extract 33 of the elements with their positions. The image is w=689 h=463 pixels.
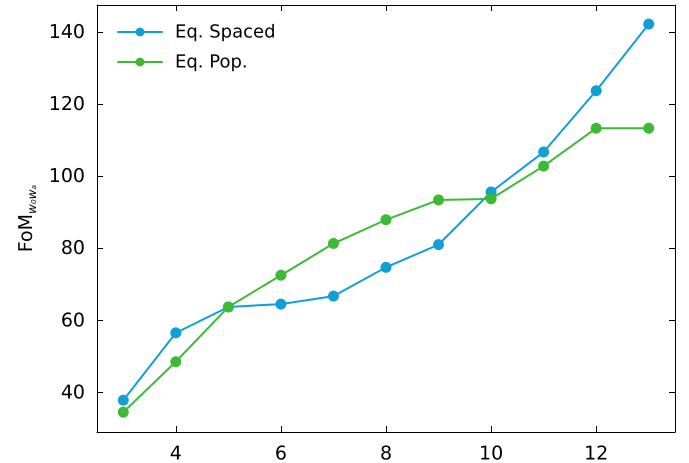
- point: [275, 298, 286, 310]
- point: [538, 160, 550, 172]
- point: [486, 193, 497, 204]
- point: [170, 356, 182, 368]
- legend-label: Eq. Pop.: [175, 52, 248, 72]
- legend-label: Eq. Spaced: [175, 22, 276, 42]
- point: [380, 214, 392, 226]
- point: [643, 122, 654, 134]
- point: [118, 394, 129, 406]
- y-tick-label: 60: [60, 309, 85, 332]
- x-tick-label: 10: [478, 442, 504, 463]
- point: [328, 290, 339, 302]
- point: [380, 262, 392, 273]
- point: [590, 85, 602, 96]
- x-tick-label: 12: [584, 442, 608, 463]
- x-tick-label: 8: [380, 442, 392, 463]
- y-tick-label: 40: [60, 381, 85, 404]
- point: [433, 194, 444, 206]
- x-tick-label: 6: [274, 442, 287, 463]
- point: [643, 18, 654, 30]
- point: [433, 239, 444, 250]
- y-tick-label: 80: [60, 237, 85, 260]
- y-tick-label: 120: [48, 93, 85, 116]
- y-tick-label: 100: [48, 165, 85, 188]
- point: [118, 406, 129, 418]
- y-tick-label: 140: [48, 21, 85, 44]
- x-tick-label: 4: [170, 442, 182, 463]
- y-axis-title: FoMw₀wₐ: [14, 184, 39, 252]
- point: [328, 238, 339, 250]
- point: [538, 146, 550, 158]
- point: [170, 327, 182, 338]
- point: [275, 270, 286, 281]
- point: [590, 122, 602, 134]
